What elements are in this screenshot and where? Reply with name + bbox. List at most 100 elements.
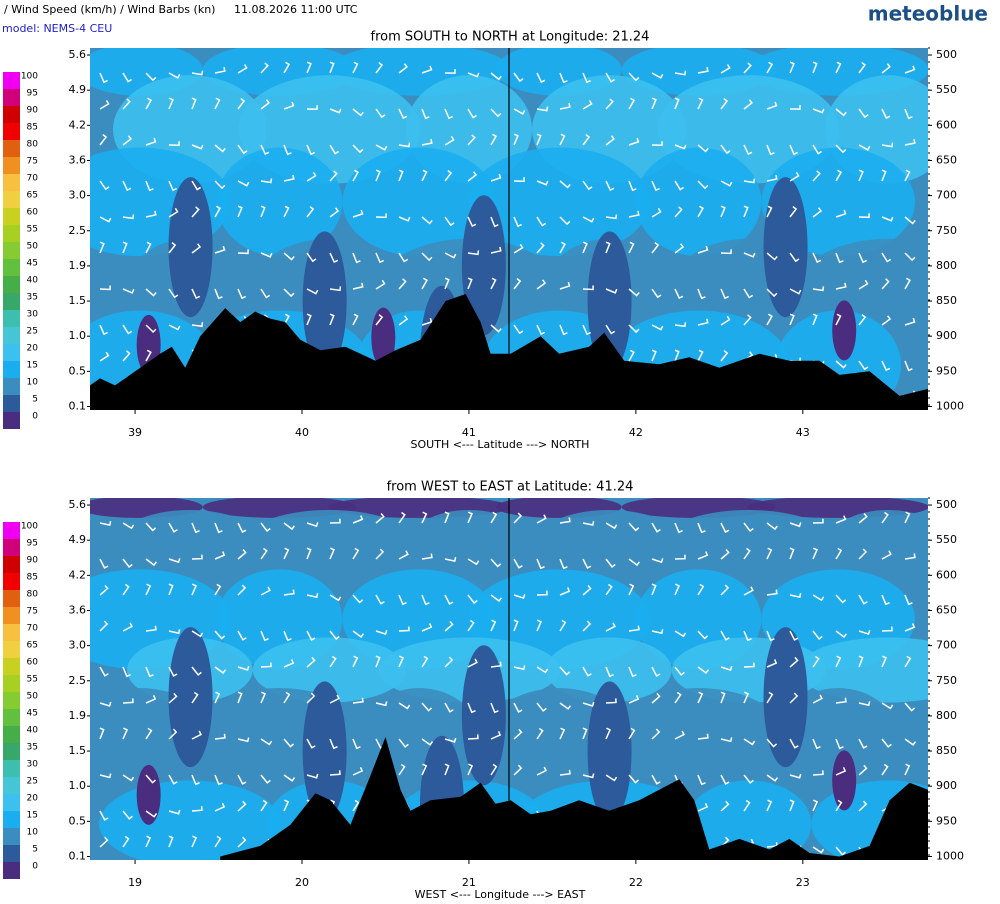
wind-barb [145,666,154,678]
colorbar-swatch [3,208,20,225]
wind-barb [697,288,706,300]
wind-barb [674,70,687,76]
wind-barb [467,511,473,524]
colorbar-swatch [3,191,20,208]
wind-barb [444,216,455,227]
wind-barb [168,288,179,299]
colorbar-label: 30 [27,310,39,320]
wind-barb [467,658,478,668]
y2-tick-label: 500 [936,498,957,511]
wind-barb [720,205,726,218]
wind-barb [674,522,683,534]
wind-barb [329,630,340,640]
y2-tick-label: 800 [936,259,957,272]
y-tick-label: 2.5 [69,224,87,237]
wind-barb [513,594,526,600]
wind-barb [214,551,226,560]
wind-barb [720,180,733,187]
wind-barb [858,252,867,264]
wind-barb [467,216,477,228]
wind-barb [145,241,152,254]
wind-barb [789,313,795,326]
wind-barb [352,169,359,182]
wind-barb [881,626,893,632]
wind-barb [444,620,454,632]
wind-barb [628,774,640,784]
wind-barb [743,62,752,74]
colorbar-swatch [3,361,20,378]
wind-barb [352,144,364,154]
colorbar-label: 40 [27,276,39,286]
wind-barb [306,252,317,263]
wind-barb [99,134,108,146]
wind-barb [352,515,364,524]
wind-barb [720,549,730,560]
wind-barb [904,277,911,290]
wind-barb [214,666,227,674]
wind-barb [352,630,365,639]
colorbar-label: 40 [27,726,39,736]
wind-barb [582,558,592,569]
wind-barb [467,594,478,604]
wind-barb [582,584,592,596]
wind-barb [697,349,704,362]
wind-barb [766,547,773,560]
wind-barb [283,61,291,74]
wind-barb [398,315,409,326]
wind-barb [697,180,709,190]
wind-barb [191,180,202,191]
wind-barb [168,692,178,704]
y-tick-label: 4.2 [69,118,87,131]
wind-barb [490,731,502,740]
colorbar-swatch [3,743,20,760]
colorbar-label: 65 [27,641,38,651]
colorbar-label: 50 [27,242,39,252]
colorbar-swatch [3,811,20,828]
brand[interactable]: meteoblue [868,2,988,26]
wind-barb [490,72,502,81]
colorbar-label: 80 [27,140,39,150]
wind-barb [306,206,315,218]
wind-barb [398,702,411,710]
wind-barb [214,205,221,218]
wind-barb [513,243,524,254]
wind-barb [122,774,135,782]
colorbar-label: 65 [27,191,38,201]
wind-barb [168,180,177,192]
wind-barb [766,205,773,218]
colorbar-swatch [3,106,20,123]
wind-barb [858,108,869,119]
contour-blob [168,177,213,318]
wind-barb [881,252,892,263]
colorbar-swatch [3,293,20,310]
wind-barb [145,558,157,567]
wind-barb [789,799,795,812]
chart-title: from SOUTH to NORTH at Longitude: 21.24 [371,30,650,45]
wind-barb [260,522,271,533]
y-tick-label: 4.9 [69,533,87,546]
wind-barb [743,774,754,784]
wind-barb [421,738,434,746]
y2-tick-label: 950 [936,814,957,827]
wind-barb [605,666,614,678]
contour-blob [168,627,213,768]
wind-barb [375,213,387,219]
y2-tick-label: 500 [936,48,957,61]
y-tick-label: 1.5 [69,294,87,307]
y-tick-label: 3.6 [69,153,87,166]
wind-barb [122,835,130,848]
wind-barb [904,360,913,372]
wind-barb [260,252,273,258]
wind-barb [145,324,157,334]
y2-tick-label: 750 [936,224,957,237]
wind-barb [605,72,615,83]
wind-barb [260,99,270,110]
wind-barb [858,513,868,524]
wind-barb [743,691,750,704]
wind-barb [237,774,247,785]
wind-barb [835,594,847,604]
wind-barb [444,252,457,259]
wind-barb [306,692,316,704]
wind-barb [421,216,433,225]
y2-tick-label: 1000 [936,399,964,412]
